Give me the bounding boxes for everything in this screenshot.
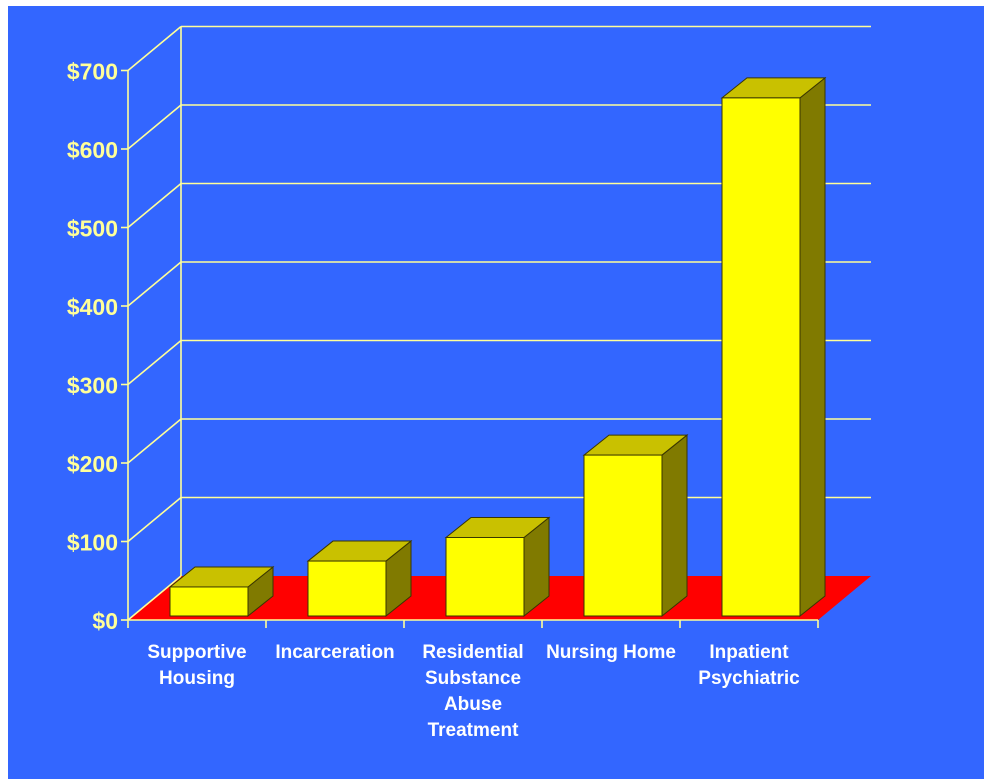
x-category-label: Supportive Housing (147, 642, 246, 689)
y-tick-label: $200 (67, 451, 118, 477)
grid-line-diagonal (127, 182, 182, 229)
x-category-label: Nursing Home (546, 642, 676, 663)
bar-front (169, 586, 249, 617)
y-tick-label: $300 (67, 373, 118, 399)
x-category-label: Incarceration (275, 642, 394, 663)
x-category-label-line: Supportive (147, 642, 246, 663)
chart-background (8, 6, 984, 779)
y-tick-label: $400 (67, 294, 118, 320)
y-tick-label: $500 (67, 216, 118, 242)
x-category-label-line: Housing (159, 668, 235, 689)
y-tick-label: $0 (92, 608, 118, 634)
x-category-label-line: Residential (422, 642, 523, 663)
bar-front (721, 97, 801, 617)
grid-line-diagonal (127, 261, 182, 307)
bar-side (661, 434, 688, 618)
x-category-label: Inpatient Psychiatric (698, 642, 800, 689)
bar-front (583, 454, 663, 617)
y-tick-label: $700 (67, 59, 118, 85)
x-category-label: Residential Substance Abuse Treatment (422, 642, 523, 741)
x-category-label-line: Psychiatric (698, 668, 800, 689)
x-category-label-line: Substance (425, 668, 521, 689)
x-category-label-line: Abuse (444, 694, 502, 715)
grid-line-diagonal (127, 104, 182, 150)
x-category-label-line: Nursing Home (546, 642, 676, 663)
bar-front (445, 537, 525, 617)
bar-side (799, 76, 826, 618)
bar (720, 76, 827, 618)
x-category-label-line: Incarceration (275, 642, 394, 663)
grid-line-diagonal (127, 418, 182, 464)
grid-line-diagonal (127, 25, 182, 72)
bar (582, 434, 689, 618)
grid-line-diagonal (127, 575, 182, 621)
grid-line-diagonal (127, 496, 182, 543)
bar-front (307, 560, 387, 617)
bar (168, 565, 275, 618)
bar-chart-3d: $0 $100 $200 $300 $400 $500 $600 $700 Supportive… (8, 6, 984, 779)
bar (444, 516, 551, 618)
chart-frame: $0 $100 $200 $300 $400 $500 $600 $700 Supportive… (8, 6, 984, 779)
bar (306, 540, 413, 618)
y-tick-label: $600 (67, 137, 118, 163)
x-category-label-line: Treatment (428, 720, 519, 741)
x-category-label-line: Inpatient (709, 642, 789, 663)
y-tick-label: $100 (67, 530, 118, 556)
grid-line-diagonal (127, 339, 182, 386)
